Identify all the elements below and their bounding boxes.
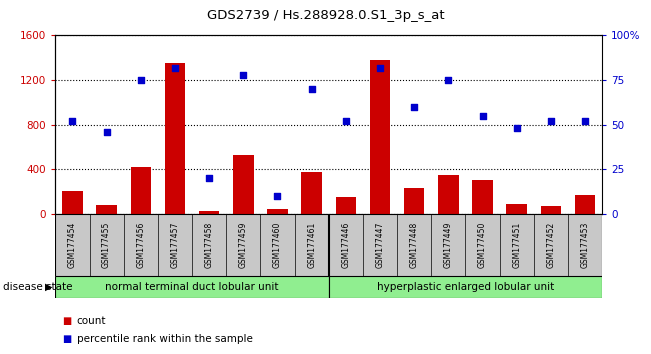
Text: hyperplastic enlarged lobular unit: hyperplastic enlarged lobular unit (377, 282, 554, 292)
Text: ■: ■ (62, 334, 71, 344)
Text: GSM177452: GSM177452 (546, 222, 555, 268)
Bar (370, 60, 391, 214)
Text: GDS2739 / Hs.288928.0.S1_3p_s_at: GDS2739 / Hs.288928.0.S1_3p_s_at (206, 9, 445, 22)
Point (409, 104, 419, 110)
Point (272, 193, 283, 199)
Text: normal terminal duct lobular unit: normal terminal duct lobular unit (105, 282, 279, 292)
Point (546, 118, 556, 124)
Text: GSM177450: GSM177450 (478, 222, 487, 268)
Point (170, 65, 180, 70)
Text: GSM177446: GSM177446 (341, 222, 350, 268)
Bar (575, 195, 595, 214)
Point (204, 176, 214, 181)
Bar (506, 204, 527, 214)
Point (580, 118, 590, 124)
Point (512, 126, 522, 131)
Bar (199, 211, 219, 214)
Point (307, 86, 317, 92)
Bar (540, 206, 561, 214)
Point (443, 77, 454, 83)
Point (340, 118, 351, 124)
Point (135, 77, 146, 83)
Bar (301, 172, 322, 214)
Point (238, 72, 249, 78)
Bar (233, 155, 253, 214)
Bar (130, 167, 151, 214)
Text: count: count (77, 316, 106, 326)
Bar (267, 209, 288, 214)
Bar (336, 198, 356, 214)
Bar (438, 175, 458, 214)
Bar (329, 276, 602, 298)
Text: ■: ■ (62, 316, 71, 326)
Bar (62, 191, 83, 214)
Text: GSM177454: GSM177454 (68, 222, 77, 268)
Text: ▶: ▶ (44, 282, 52, 292)
Text: GSM177447: GSM177447 (376, 222, 385, 268)
Text: GSM177449: GSM177449 (444, 222, 453, 268)
Text: GSM177460: GSM177460 (273, 222, 282, 268)
Bar (55, 276, 329, 298)
Text: GSM177455: GSM177455 (102, 222, 111, 268)
Text: GSM177459: GSM177459 (239, 222, 248, 268)
Text: GSM177451: GSM177451 (512, 222, 521, 268)
Point (375, 65, 385, 70)
Point (477, 113, 488, 119)
Text: percentile rank within the sample: percentile rank within the sample (77, 334, 253, 344)
Text: GSM177457: GSM177457 (171, 222, 180, 268)
Bar (165, 63, 185, 214)
Bar (473, 179, 493, 214)
Bar (404, 188, 424, 214)
Bar (96, 205, 117, 214)
Point (102, 129, 112, 135)
Text: GSM177458: GSM177458 (204, 222, 214, 268)
Text: GSM177456: GSM177456 (136, 222, 145, 268)
Point (67, 118, 77, 124)
Text: GSM177461: GSM177461 (307, 222, 316, 268)
Text: GSM177448: GSM177448 (409, 222, 419, 268)
Text: GSM177453: GSM177453 (581, 222, 590, 268)
Text: disease state: disease state (3, 282, 73, 292)
